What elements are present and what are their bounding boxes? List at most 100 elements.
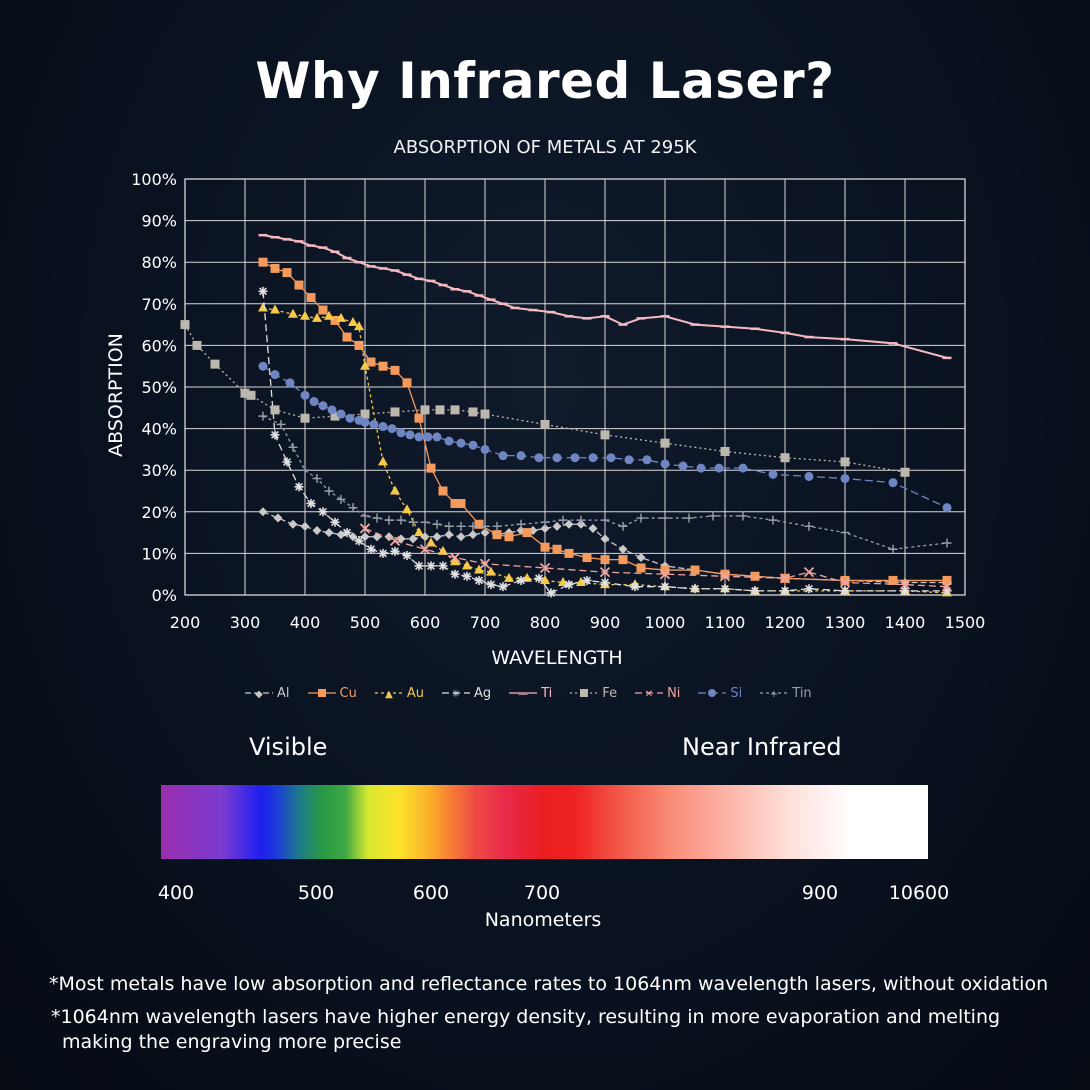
data-point-cu <box>282 268 292 278</box>
x-tick-label: 600 <box>410 613 441 632</box>
data-point-fe <box>480 409 490 419</box>
legend-item-si: Si <box>698 684 742 702</box>
legend-swatch-al: ◆ <box>245 689 273 700</box>
page-title: Why Infrared Laser? <box>255 52 835 110</box>
data-point-fe <box>246 390 256 400</box>
data-point-ag <box>546 588 556 598</box>
y-axis-label: ABSORPTION <box>105 333 127 457</box>
data-point-cu <box>354 340 364 350</box>
y-tick-label: 30% <box>141 461 177 480</box>
spectrum-tick-900: 900 <box>801 882 839 904</box>
data-point-fe <box>540 419 550 429</box>
data-point-cu <box>438 486 448 496</box>
data-point-fe <box>840 457 850 467</box>
y-tick-label: 40% <box>141 420 177 439</box>
data-point-si <box>387 424 397 434</box>
data-point-al <box>552 521 562 531</box>
legend-item-au: ▲ Au <box>374 684 424 702</box>
data-point-ni <box>419 544 431 555</box>
y-tick-label: 90% <box>141 212 177 231</box>
data-point-cu <box>942 575 952 585</box>
data-point-ag <box>282 457 292 467</box>
data-point-ni <box>449 552 461 563</box>
data-point-au <box>540 574 550 584</box>
data-point-tin <box>456 521 466 531</box>
data-point-tin <box>804 521 814 531</box>
data-point-tin <box>384 515 394 525</box>
legend-label-fe: Fe <box>602 685 618 701</box>
data-point-cu <box>522 528 532 538</box>
data-point-ag <box>318 507 328 517</box>
spectrum-axis-label: Nanometers <box>484 909 602 931</box>
data-point-ag <box>414 561 424 571</box>
data-point-cu <box>390 365 400 375</box>
data-point-tin <box>636 513 646 523</box>
legend-label-ni: Ni <box>667 685 681 701</box>
data-point-si <box>456 438 466 448</box>
x-tick-label: 500 <box>350 613 381 632</box>
data-point-tin <box>888 544 898 554</box>
data-point-ag <box>258 286 268 296</box>
chart-legend: ◆ Al Cu ▲ Au ✳ Ag — Ti Fe ✕ Ni Si + Tin <box>245 684 830 702</box>
legend-label-al: Al <box>277 685 290 701</box>
legend-swatch-ti: — <box>509 689 538 700</box>
legend-label-au: Au <box>406 685 424 701</box>
data-point-si <box>552 453 562 463</box>
data-point-ni <box>779 573 791 584</box>
data-point-tin <box>336 494 346 504</box>
data-point-au <box>414 527 424 537</box>
data-point-au <box>486 566 496 576</box>
legend-swatch-fe <box>570 689 599 697</box>
data-point-tin <box>708 511 718 521</box>
data-point-ag <box>306 498 316 508</box>
y-tick-label: 0% <box>152 586 177 605</box>
data-point-fe <box>900 467 910 477</box>
data-point-si <box>660 459 670 469</box>
data-point-cu <box>582 553 592 563</box>
legend-label-si: Si <box>730 685 743 701</box>
data-point-ag <box>330 517 340 527</box>
data-point-cu <box>660 565 670 575</box>
data-point-si <box>768 469 778 479</box>
data-point-ni <box>659 569 671 580</box>
data-point-al <box>480 528 490 538</box>
data-point-cu <box>888 575 898 585</box>
data-point-au <box>576 577 586 587</box>
data-point-ag <box>498 582 508 592</box>
data-point-ag <box>630 582 640 592</box>
data-point-cu <box>540 542 550 552</box>
near-infrared-label: Near Infrared <box>682 733 842 761</box>
series-line-ni <box>364 527 948 588</box>
absorption-chart: 200 300 400 500 600 700 800 900 1000 1100 1200 1300… <box>105 178 966 669</box>
series-line-fe <box>184 324 906 473</box>
data-point-fe <box>300 413 310 423</box>
data-point-al <box>432 532 442 542</box>
y-tick-label: 50% <box>141 378 177 397</box>
data-point-si <box>405 430 415 440</box>
data-point-ag <box>840 586 850 596</box>
x-axis-label: WAVELENGTH <box>491 647 622 669</box>
note-energy-density: *1064nm wavelength lasers have higher en… <box>51 1005 1051 1055</box>
data-point-au <box>390 485 400 495</box>
data-point-si <box>888 478 898 488</box>
data-point-tin <box>300 465 310 475</box>
data-point-ag <box>516 575 526 585</box>
data-point-cu <box>474 519 484 529</box>
data-point-fe <box>360 409 370 419</box>
note-energy-density-line1: *1064nm wavelength lasers have higher en… <box>51 1006 1001 1028</box>
y-tick-label: 60% <box>141 336 177 355</box>
note-absorption: *Most metals have low absorption and ref… <box>49 973 1049 995</box>
data-point-al <box>468 530 478 540</box>
legend-swatch-au: ▲ <box>374 689 403 700</box>
data-point-al <box>636 553 646 563</box>
data-point-tin <box>348 503 358 513</box>
data-point-tin <box>408 517 418 527</box>
data-point-ag <box>366 544 376 554</box>
data-point-tin <box>360 511 370 521</box>
data-point-si <box>396 428 406 438</box>
data-point-fe <box>420 405 430 415</box>
data-point-fe <box>780 453 790 463</box>
data-point-cu <box>330 315 340 325</box>
data-point-al <box>288 519 298 529</box>
data-point-al <box>360 532 370 542</box>
